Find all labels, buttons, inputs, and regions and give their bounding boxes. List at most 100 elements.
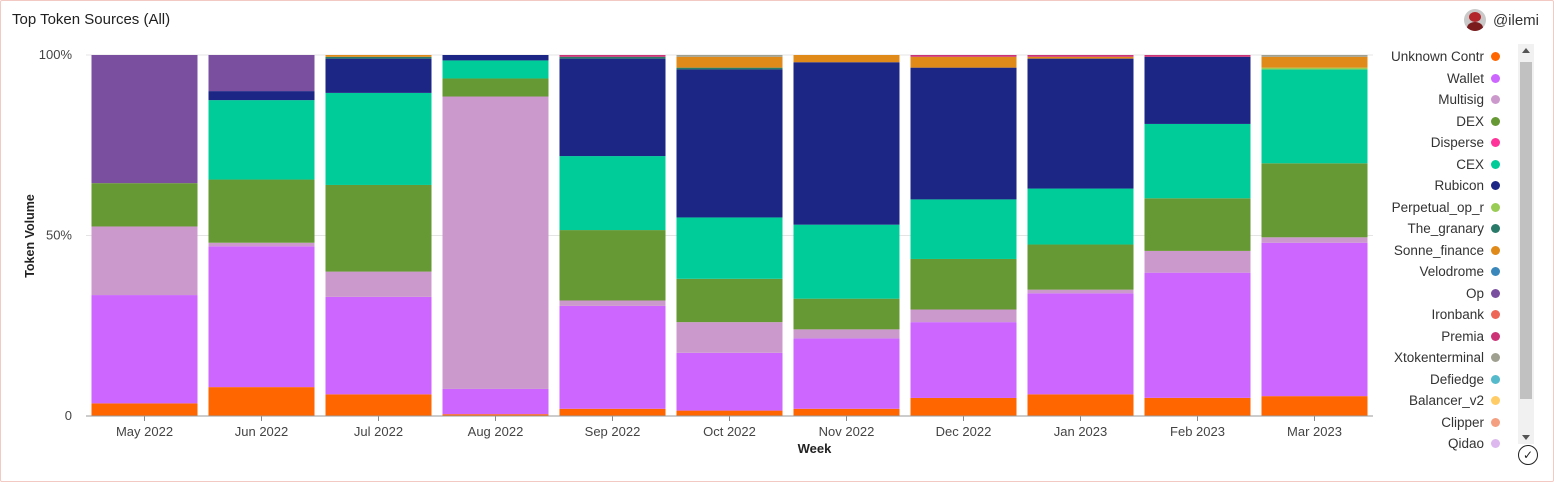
bar-segment[interactable] <box>208 179 315 243</box>
bar-segment[interactable] <box>910 397 1017 416</box>
bar-segment[interactable] <box>325 58 432 93</box>
bar-segment[interactable] <box>1144 56 1251 124</box>
bar-segment[interactable] <box>208 387 315 416</box>
bar-segment[interactable] <box>1144 397 1251 416</box>
bar-segment[interactable] <box>910 322 1017 398</box>
bar-segment[interactable] <box>1261 237 1368 243</box>
bar-segment[interactable] <box>91 226 198 296</box>
bar-segment[interactable] <box>91 295 198 404</box>
check-circle-icon[interactable]: ✓ <box>1518 445 1538 465</box>
legend-item[interactable]: Multisig <box>1384 89 1516 111</box>
legend-item[interactable]: Balancer_v2 <box>1384 390 1516 412</box>
bar-segment[interactable] <box>559 408 666 416</box>
scroll-down-arrow-icon[interactable] <box>1522 435 1530 440</box>
legend-item[interactable]: DEX <box>1384 111 1516 133</box>
legend-item[interactable]: Sonne_finance <box>1384 240 1516 262</box>
bar-segment[interactable] <box>559 55 666 57</box>
legend-item[interactable]: Xtokenterminal <box>1384 347 1516 369</box>
bar-segment[interactable] <box>442 78 549 97</box>
bar-segment[interactable] <box>1027 55 1134 57</box>
bar-segment[interactable] <box>1261 56 1368 68</box>
bar-segment[interactable] <box>1261 163 1368 238</box>
bar-segment[interactable] <box>208 242 315 247</box>
bar-segment[interactable] <box>676 217 783 279</box>
bar-segment[interactable] <box>910 67 1017 200</box>
bar-segment[interactable] <box>1027 289 1134 294</box>
bar-segment[interactable] <box>1261 55 1368 57</box>
bar-segment[interactable] <box>442 96 549 389</box>
legend[interactable]: Unknown Contr Wallet Multisig DEX Disperse CE… <box>1384 46 1516 456</box>
bar-segment[interactable] <box>1144 198 1251 251</box>
bar-segment[interactable] <box>676 56 783 68</box>
legend-item[interactable]: Op <box>1384 283 1516 305</box>
bar-segment[interactable] <box>325 394 432 416</box>
bar-segment[interactable] <box>325 296 432 395</box>
legend-item[interactable]: Velodrome <box>1384 261 1516 283</box>
bar-segment[interactable] <box>442 388 549 415</box>
bar-segment[interactable] <box>91 403 198 416</box>
bar-segment[interactable] <box>208 55 315 92</box>
bar-segment[interactable] <box>1261 396 1368 416</box>
bar-segment[interactable] <box>208 91 315 101</box>
legend-item[interactable]: Disperse <box>1384 132 1516 154</box>
bar-segment[interactable] <box>1144 272 1251 398</box>
legend-item[interactable]: Wallet <box>1384 68 1516 90</box>
bar-segment[interactable] <box>1027 244 1134 290</box>
bar-segment[interactable] <box>442 60 549 79</box>
bar-segment[interactable] <box>91 183 198 227</box>
bar-segment[interactable] <box>910 309 1017 323</box>
bar-segment[interactable] <box>325 92 432 185</box>
bar-segment[interactable] <box>910 56 1017 68</box>
bar-segment[interactable] <box>442 55 549 61</box>
bar-segment[interactable] <box>325 184 432 272</box>
bar-segment[interactable] <box>793 224 900 299</box>
bar-segment[interactable] <box>325 55 432 57</box>
bar-segment[interactable] <box>793 408 900 416</box>
bar-segment[interactable] <box>676 410 783 416</box>
bar-segment[interactable] <box>325 271 432 297</box>
bar-segment[interactable] <box>1027 188 1134 245</box>
bar-segment[interactable] <box>676 69 783 218</box>
bar-segment[interactable] <box>559 300 666 306</box>
bar-segment[interactable] <box>1144 55 1251 57</box>
bar-segment[interactable] <box>1027 394 1134 416</box>
bar-segment[interactable] <box>910 258 1017 310</box>
bar-segment[interactable] <box>793 298 900 330</box>
legend-item[interactable]: Unknown Contr <box>1384 46 1516 68</box>
legend-item[interactable]: Perpetual_op_r <box>1384 197 1516 219</box>
bar-segment[interactable] <box>559 56 666 59</box>
bar-segment[interactable] <box>676 352 783 411</box>
bar-segment[interactable] <box>1027 56 1134 59</box>
bar-segment[interactable] <box>676 278 783 323</box>
legend-item[interactable]: Qidao <box>1384 433 1516 455</box>
bar-segment[interactable] <box>208 246 315 388</box>
bar-segment[interactable] <box>676 67 783 70</box>
bar-segment[interactable] <box>1144 250 1251 273</box>
legend-item[interactable]: Premia <box>1384 326 1516 348</box>
author-badge[interactable]: @ilemi <box>1463 9 1539 31</box>
legend-item[interactable]: Ironbank <box>1384 304 1516 326</box>
bar-segment[interactable] <box>1027 58 1134 189</box>
scroll-thumb[interactable] <box>1520 62 1532 399</box>
bar-segment[interactable] <box>676 55 783 57</box>
legend-item[interactable]: Defiedge <box>1384 369 1516 391</box>
bar-segment[interactable] <box>559 305 666 409</box>
legend-item[interactable]: CEX <box>1384 154 1516 176</box>
bar-segment[interactable] <box>1261 242 1368 397</box>
bar-segment[interactable] <box>559 58 666 157</box>
bar-segment[interactable] <box>442 414 549 416</box>
bar-segment[interactable] <box>1261 69 1368 164</box>
legend-item[interactable]: Rubicon <box>1384 175 1516 197</box>
legend-item[interactable]: Clipper <box>1384 412 1516 434</box>
legend-item[interactable]: The_granary <box>1384 218 1516 240</box>
bar-segment[interactable] <box>793 62 900 225</box>
bar-segment[interactable] <box>793 329 900 339</box>
bar-segment[interactable] <box>1144 123 1251 199</box>
bar-segment[interactable] <box>793 55 900 63</box>
bar-segment[interactable] <box>1027 293 1134 395</box>
bar-segment[interactable] <box>325 56 432 59</box>
bar-segment[interactable] <box>208 100 315 180</box>
bar-segment[interactable] <box>793 338 900 409</box>
bar-segment[interactable] <box>559 230 666 301</box>
legend-scrollbar[interactable] <box>1518 44 1534 444</box>
